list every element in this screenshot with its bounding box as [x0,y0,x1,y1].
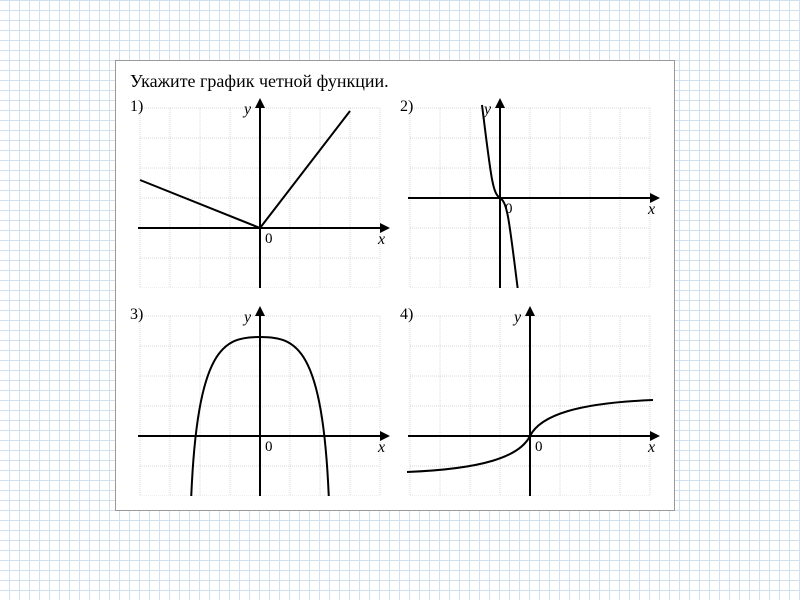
svg-text:x: x [647,439,655,456]
svg-text:x: x [377,231,385,248]
question-panel: Укажите график четной функции. 1) y x 0 2)… [115,60,675,511]
question-text: Укажите график четной функции. [130,71,660,92]
svg-text:0: 0 [535,439,543,455]
svg-text:x: x [377,439,385,456]
chart-1: 1) y x 0 [130,98,390,288]
chart-3-svg: y x 0 [130,306,390,496]
chart-1-svg: y x 0 [130,98,390,288]
svg-text:x: x [647,201,655,218]
svg-text:y: y [512,309,522,326]
chart-4-svg: y x 0 [400,306,660,496]
chart-1-label: 1) [130,98,143,116]
svg-text:0: 0 [265,439,273,455]
svg-text:0: 0 [265,231,273,247]
chart-2: 2) yx0 [400,98,660,288]
svg-text:y: y [242,309,252,326]
svg-text:y: y [242,101,252,118]
chart-3: 3) y x 0 [130,306,390,496]
chart-4-label: 4) [400,306,413,324]
charts-grid: 1) yx0 2) yx0 3) yx0 4) yx0 [130,98,660,496]
chart-3-label: 3) [130,306,143,324]
chart-2-label: 2) [400,98,413,116]
chart-2-svg: yx0 [400,98,660,288]
chart-4: 4) y x 0 [400,306,660,496]
